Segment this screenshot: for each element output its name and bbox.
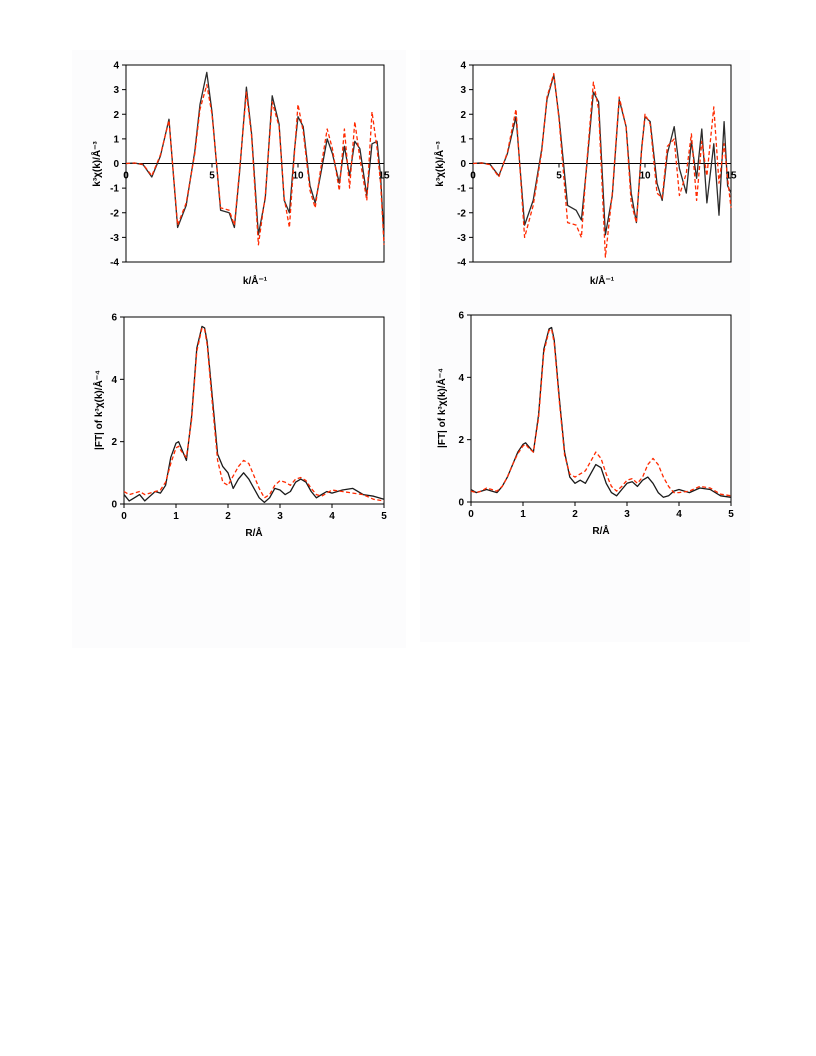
y-axis-label: |FT| of k³χ(k)/Å⁻⁴ bbox=[435, 368, 448, 448]
y-tick-label: 0 bbox=[113, 159, 119, 170]
chart-chi-right: -4 -3 -2 -1 0 1 2 3 4 0 5 10 15 k/Å⁻¹ k³χ(k)/Å⁻³ bbox=[433, 61, 737, 288]
x-tick-label: 2 bbox=[572, 509, 578, 520]
series-line-solid bbox=[123, 325, 385, 504]
x-tick-label: 1 bbox=[520, 509, 526, 520]
x-tick-label: 5 bbox=[209, 171, 215, 182]
x-tick-label: 10 bbox=[639, 171, 651, 182]
y-tick-label: 4 bbox=[458, 373, 464, 384]
y-tick-label: -4 bbox=[457, 258, 466, 269]
y-tick-label: 2 bbox=[111, 437, 117, 448]
plot-area bbox=[470, 314, 732, 503]
series-line-solid bbox=[470, 326, 732, 498]
y-tick-label: 2 bbox=[460, 110, 466, 121]
x-tick-label: 3 bbox=[277, 511, 283, 522]
x-axis-label: k/Å⁻¹ bbox=[243, 274, 268, 287]
x-axis-label: k/Å⁻¹ bbox=[590, 274, 615, 287]
y-tick-label: -4 bbox=[110, 258, 119, 269]
x-tick-label: 5 bbox=[381, 511, 387, 522]
y-tick-label: 3 bbox=[460, 85, 466, 96]
y-tick-label: -3 bbox=[110, 233, 119, 244]
x-tick-label: 0 bbox=[121, 511, 127, 522]
y-tick-label: 6 bbox=[458, 311, 464, 322]
y-tick-label: -1 bbox=[110, 184, 119, 195]
x-tick-label: 0 bbox=[468, 509, 474, 520]
x-tick-label: 10 bbox=[292, 171, 304, 182]
y-tick-label: 0 bbox=[111, 500, 117, 511]
x-tick-label: 1 bbox=[173, 511, 179, 522]
x-tick-label: 5 bbox=[556, 171, 562, 182]
y-axis-label: k³χ(k)/Å⁻³ bbox=[90, 141, 103, 187]
x-tick-label: 2 bbox=[225, 511, 231, 522]
x-tick-label: 3 bbox=[624, 509, 630, 520]
y-tick-label: 1 bbox=[113, 134, 119, 145]
x-tick-label: 4 bbox=[329, 511, 335, 522]
y-tick-label: -2 bbox=[457, 208, 466, 219]
y-tick-label: 2 bbox=[458, 435, 464, 446]
y-tick-label: 4 bbox=[460, 61, 466, 72]
chart-ft-right: 0 2 4 6 0 1 2 3 4 5 R/Å |FT| of k³χ(k)/Å⁻⁴ bbox=[435, 311, 734, 538]
y-tick-label: 3 bbox=[113, 85, 119, 96]
y-tick-label: -2 bbox=[110, 208, 119, 219]
series-line-dashed bbox=[123, 327, 385, 502]
x-axis-label: R/Å bbox=[592, 524, 609, 537]
y-tick-label: 1 bbox=[460, 134, 466, 145]
y-tick-label: 0 bbox=[458, 498, 464, 509]
y-axis-label: |FT| of k³χ(k)/Å⁻⁴ bbox=[92, 370, 105, 450]
y-axis-label: k³χ(k)/Å⁻³ bbox=[433, 141, 446, 187]
series-line-dashed bbox=[125, 84, 385, 246]
y-tick-label: 2 bbox=[113, 110, 119, 121]
y-tick-label: -3 bbox=[457, 233, 466, 244]
x-tick-label: 0 bbox=[470, 171, 476, 182]
x-tick-label: 4 bbox=[676, 509, 682, 520]
x-tick-label: 15 bbox=[378, 171, 390, 182]
series-line-solid bbox=[472, 74, 732, 236]
y-tick-label: 0 bbox=[460, 159, 466, 170]
y-tick-label: 6 bbox=[111, 313, 117, 324]
x-tick-label: 15 bbox=[725, 171, 737, 182]
y-tick-label: 4 bbox=[111, 375, 117, 386]
y-tick-label: -1 bbox=[457, 184, 466, 195]
x-tick-label: 0 bbox=[123, 171, 129, 182]
chart-ft-left: 0 2 4 6 0 1 2 3 4 5 R/Å |FT| of k³χ(k)/Å⁻⁴ bbox=[92, 313, 387, 540]
x-axis-label: R/Å bbox=[245, 526, 262, 539]
y-tick-label: 4 bbox=[113, 61, 119, 72]
chart-chi-left: -4 -3 -2 -1 0 1 2 3 4 0 5 10 15 k/Å⁻¹ k³χ(k)/Å⁻³ bbox=[90, 61, 390, 288]
x-tick-label: 5 bbox=[728, 509, 734, 520]
